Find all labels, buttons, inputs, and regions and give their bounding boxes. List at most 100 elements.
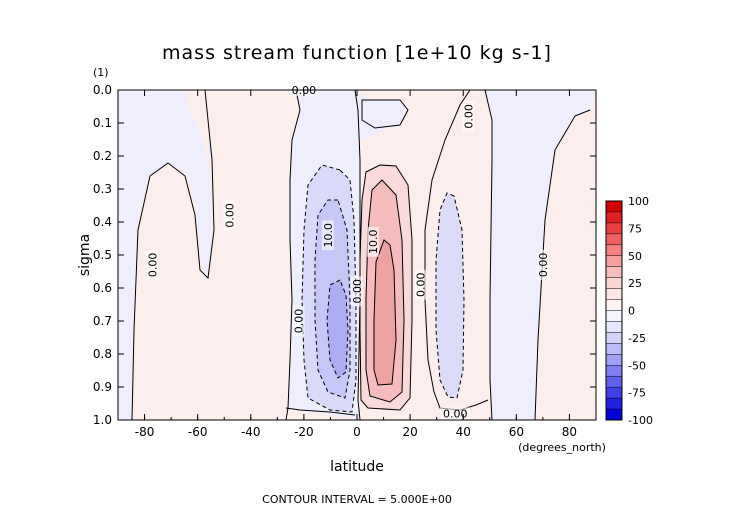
x-tick-label: -60 [188, 425, 208, 439]
contour-label-bg [223, 200, 236, 231]
colorbar-swatch [606, 233, 622, 246]
x-tick-label: 0 [353, 425, 361, 439]
x-tick-label: 60 [509, 425, 524, 439]
fill-positive-north [535, 90, 596, 420]
contour-zero-equator [354, 90, 361, 420]
x-tick-label: 80 [562, 425, 577, 439]
fill-negative-cell-north [436, 193, 464, 398]
contour-label: 0.00 [440, 407, 471, 420]
y-tick-label: 0.4 [93, 215, 112, 229]
colorbar-swatch [606, 398, 622, 410]
y-tick-label: 0.6 [93, 281, 112, 295]
chart-title: mass stream function [1e+10 kg s-1] [162, 42, 552, 64]
colorbar-swatch [606, 321, 622, 333]
contour-label-text: 10.0 [322, 223, 335, 248]
contour-zero-north-high [534, 109, 591, 420]
contour-label: 0.00 [223, 200, 237, 231]
contour-label: 0.00 [146, 249, 160, 280]
contour-positive-5 [359, 164, 413, 411]
colorbar-swatch [606, 288, 622, 300]
colorbar-swatch [606, 332, 622, 344]
y-tick-label: 0.8 [93, 347, 112, 361]
y-axis-label: sigma [77, 234, 93, 276]
fill-positive-cell-15 [374, 240, 396, 385]
colorbar-swatch [606, 266, 622, 278]
contour-label: 0.00 [536, 249, 550, 280]
colorbar-swatch [606, 211, 622, 224]
fill-negative-cell-15 [327, 280, 348, 378]
colorbar-swatch [606, 201, 622, 213]
y-units-label: (1) [93, 66, 109, 79]
colorbar: 100 75 50 25 0 -25 -50 -75 -100 [605, 195, 653, 427]
colorbar-tick-label: 75 [628, 222, 642, 235]
contour-label-bg [146, 249, 159, 280]
x-axis: -80 -60 -40 -20 0 20 40 60 80 [117, 90, 597, 439]
contour-label-text: 0.00 [415, 272, 428, 297]
contour-label-text: 0.00 [224, 203, 237, 228]
contour-zero-central-south [285, 90, 301, 420]
colorbar-tick-label: 0 [628, 305, 635, 318]
colorbar-swatch [606, 409, 622, 421]
contour-label: 0.00 [351, 276, 364, 307]
colorbar-tick-label: -25 [628, 332, 646, 345]
x-tick-label: -20 [294, 425, 314, 439]
colorbar-tick-label: -100 [628, 414, 653, 427]
contour-label-text: 0.00 [463, 104, 476, 128]
colorbar-swatch [606, 310, 622, 322]
contour-labels: 0.00 0.00 0.00 0.00 10.0 10.0 0.00 0.00 0.00 0.00… [146, 84, 550, 420]
y-tick-label: 1.0 [93, 413, 112, 427]
colorbar-swatch [606, 255, 622, 267]
contour-fills [118, 90, 596, 420]
fill-positive-midwest [132, 90, 300, 420]
y-tick-label: 0.2 [93, 149, 112, 163]
y-tick-label: 0.3 [93, 182, 112, 196]
colorbar-swatch [606, 244, 622, 257]
colorbar-frame [605, 200, 623, 421]
contour-label-text: 10.0 [367, 230, 380, 255]
contour-zero-north-mid [484, 90, 493, 420]
colorbar-swatch [606, 365, 622, 377]
colorbar-swatch [606, 354, 622, 366]
contour-label-text: 0.00 [147, 253, 160, 278]
contour-label: 10.0 [366, 226, 380, 257]
x-tick-label: -40 [241, 425, 261, 439]
contour-label-bg [292, 306, 305, 336]
contour-label-bg [321, 220, 334, 251]
contour-zero-bottom [285, 407, 356, 416]
colorbar-swatch [606, 343, 622, 355]
y-tick-label: 0.7 [93, 314, 112, 328]
contour-zero-west [131, 90, 215, 420]
colorbar-tick-label: 100 [628, 195, 649, 208]
contour-positive-15 [373, 239, 397, 386]
contour-label-bg [351, 276, 363, 307]
colorbar-tick-label: -75 [628, 387, 646, 400]
contour-zero-top-loop [361, 99, 409, 129]
contour-negative-north [435, 192, 465, 399]
x-tick-label: 40 [456, 425, 471, 439]
contour-label: 10.0 [321, 220, 335, 251]
y-tick-label: 0.0 [93, 83, 112, 97]
contour-label-text: 0.00 [537, 253, 550, 278]
y-tick-label: 0.9 [93, 380, 112, 394]
contour-label: 0.00 [462, 101, 476, 132]
contour-negative-15 [326, 279, 349, 379]
contour-label-bg [536, 249, 549, 280]
contour-interval-note: CONTOUR INTERVAL = 5.000E+00 [262, 493, 452, 506]
colorbar-swatch [606, 277, 622, 289]
contour-label-text: 0.00 [293, 309, 306, 334]
y-tick-label: 0.1 [93, 116, 112, 130]
contour-negative-5 [301, 164, 357, 413]
contour-positive-10 [365, 179, 405, 403]
contour-label: 0.00 [292, 306, 306, 336]
contour-label: 0.00 [414, 269, 428, 300]
colorbar-tick-label: 50 [628, 250, 642, 263]
contour-label-text: 0.00 [351, 279, 364, 304]
y-tick-label: 0.5 [93, 248, 112, 262]
x-axis-label: latitude [330, 459, 384, 475]
colorbar-swatch [606, 222, 622, 235]
colorbar-swatch [606, 299, 622, 311]
x-units-label: (degrees_north) [518, 441, 606, 454]
contour-label-bg [414, 269, 427, 300]
